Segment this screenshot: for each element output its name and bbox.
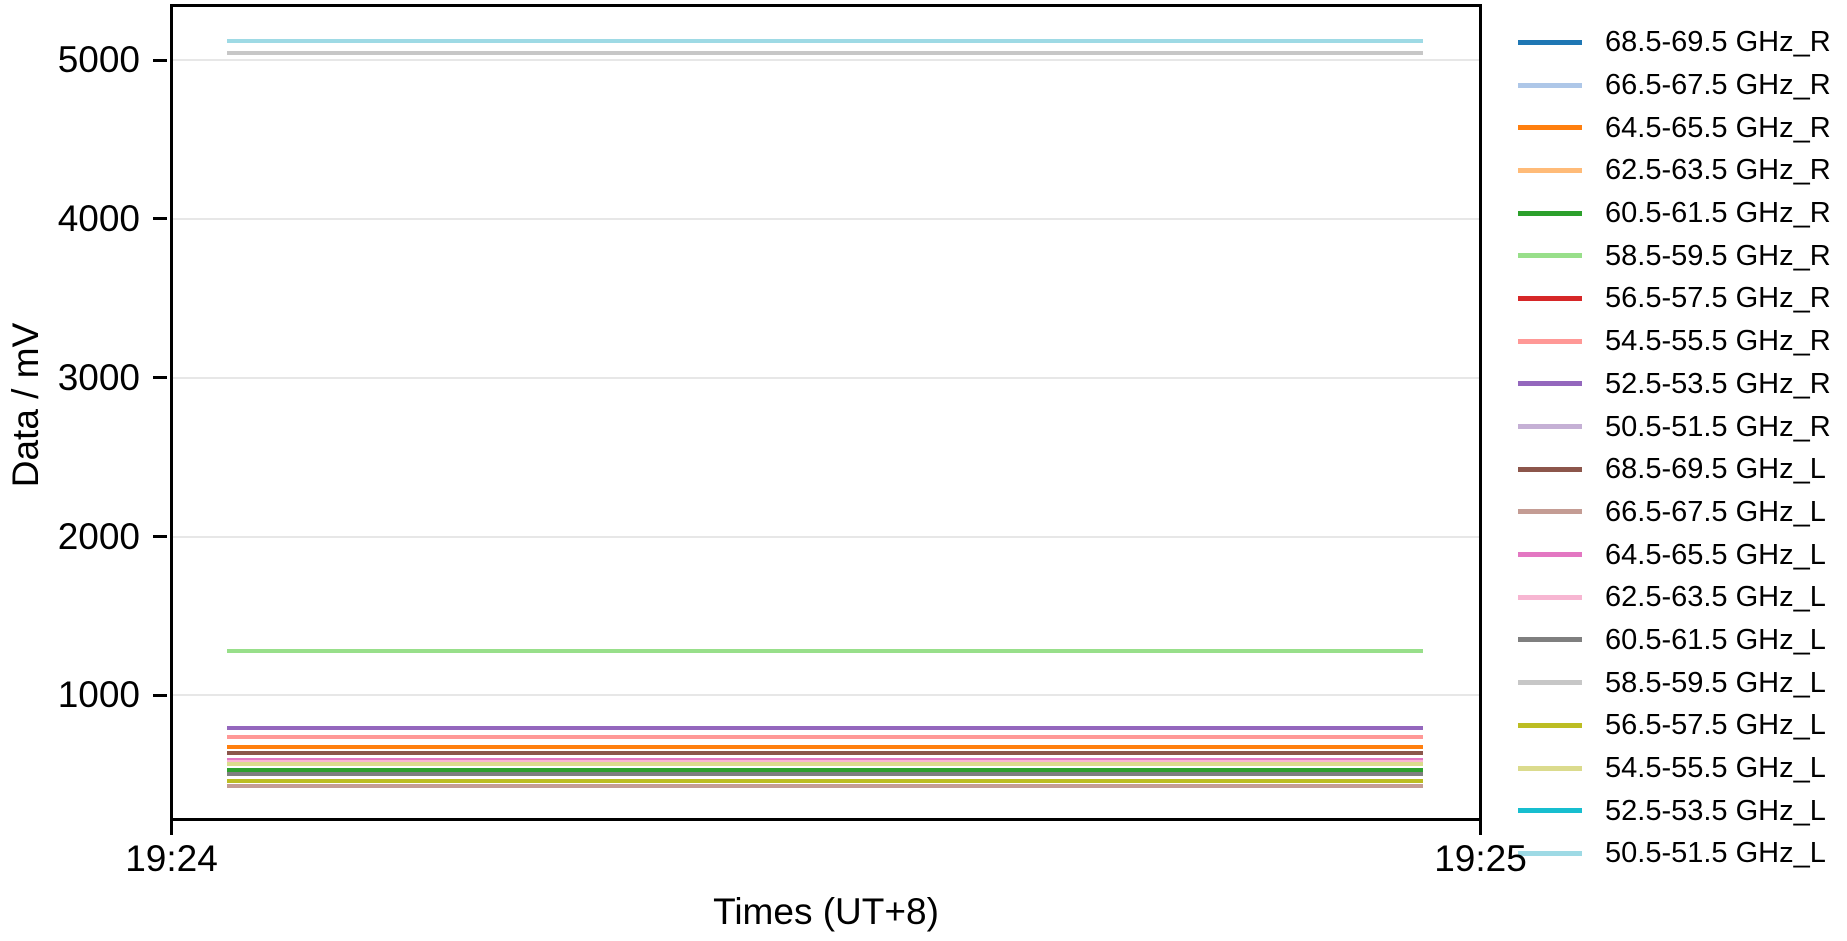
legend-swatch <box>1518 295 1582 301</box>
series-line <box>227 760 1423 765</box>
legend-item: 60.5-61.5 GHz_R <box>1518 192 1831 235</box>
legend-swatch <box>1518 552 1582 558</box>
legend-swatch <box>1518 765 1582 771</box>
legend-swatch <box>1518 381 1582 387</box>
y-tick-mark <box>153 217 167 221</box>
legend-item: 52.5-53.5 GHz_R <box>1518 363 1831 406</box>
legend-item-label: 62.5-63.5 GHz_L <box>1605 581 1826 614</box>
legend-swatch <box>1518 466 1582 472</box>
legend-item: 58.5-59.5 GHz_R <box>1518 234 1831 277</box>
x-tick-label: 19:25 <box>1434 838 1527 879</box>
legend-item-label: 50.5-51.5 GHz_L <box>1605 837 1826 870</box>
legend-item-label: 58.5-59.5 GHz_L <box>1605 666 1826 699</box>
legend-swatch <box>1518 722 1582 728</box>
legend-item-label: 54.5-55.5 GHz_R <box>1605 325 1831 358</box>
legend-item: 56.5-57.5 GHz_R <box>1518 277 1831 320</box>
series-line <box>227 757 1423 762</box>
legend-swatch <box>1518 125 1582 131</box>
legend-item: 62.5-63.5 GHz_R <box>1518 149 1831 192</box>
legend-swatch <box>1518 509 1582 515</box>
legend-item-label: 68.5-69.5 GHz_L <box>1605 453 1826 486</box>
legend-item: 68.5-69.5 GHz_L <box>1518 448 1831 491</box>
legend-swatch <box>1518 808 1582 814</box>
y-gridline <box>173 376 1479 379</box>
legend-item-label: 52.5-53.5 GHz_R <box>1605 367 1831 400</box>
legend-item: 50.5-51.5 GHz_R <box>1518 405 1831 448</box>
y-tick-mark <box>153 693 167 697</box>
legend-item-label: 50.5-51.5 GHz_R <box>1605 410 1831 443</box>
legend-item-label: 60.5-61.5 GHz_L <box>1605 623 1826 656</box>
series-line <box>227 39 1423 44</box>
legend-item: 68.5-69.5 GHz_R <box>1518 21 1831 64</box>
legend-item-label: 68.5-69.5 GHz_R <box>1605 26 1831 59</box>
legend-item: 58.5-59.5 GHz_L <box>1518 661 1831 704</box>
legend-item-label: 58.5-59.5 GHz_R <box>1605 239 1831 272</box>
legend-item-label: 66.5-67.5 GHz_L <box>1605 495 1826 528</box>
legend-swatch <box>1518 39 1582 45</box>
y-tick-label: 3000 <box>57 356 140 398</box>
legend: 68.5-69.5 GHz_R 66.5-67.5 GHz_R 64.5-65.5 … <box>1518 21 1831 875</box>
series-line <box>227 772 1423 777</box>
series-line <box>227 750 1423 755</box>
legend-swatch <box>1518 338 1582 344</box>
x-tick-mark <box>1479 821 1482 835</box>
legend-item-label: 56.5-57.5 GHz_R <box>1605 282 1831 315</box>
legend-swatch <box>1518 210 1582 216</box>
series-line <box>227 762 1423 767</box>
legend-swatch <box>1518 424 1582 430</box>
legend-item: 62.5-63.5 GHz_L <box>1518 576 1831 619</box>
y-tick-label: 5000 <box>57 39 140 81</box>
legend-item-label: 52.5-53.5 GHz_L <box>1605 794 1826 827</box>
y-tick-mark <box>153 376 167 380</box>
legend-item: 50.5-51.5 GHz_L <box>1518 832 1831 875</box>
legend-item-label: 60.5-61.5 GHz_R <box>1605 197 1831 230</box>
x-tick-mark <box>170 821 173 835</box>
legend-item: 64.5-65.5 GHz_R <box>1518 106 1831 149</box>
legend-swatch <box>1518 680 1582 686</box>
legend-item: 54.5-55.5 GHz_L <box>1518 747 1831 790</box>
series-line <box>227 648 1423 653</box>
legend-swatch <box>1518 82 1582 88</box>
legend-item: 64.5-65.5 GHz_L <box>1518 533 1831 576</box>
y-tick-label: 4000 <box>57 197 140 239</box>
legend-item: 52.5-53.5 GHz_L <box>1518 789 1831 832</box>
series-line <box>227 745 1423 749</box>
y-axis-label: Data / mV <box>5 322 46 488</box>
legend-item: 66.5-67.5 GHz_R <box>1518 64 1831 107</box>
series-line <box>227 783 1423 788</box>
legend-swatch <box>1518 594 1582 600</box>
series-line <box>227 767 1423 772</box>
y-tick-label: 2000 <box>57 515 140 557</box>
legend-item-label: 62.5-63.5 GHz_R <box>1605 154 1831 187</box>
y-gridline <box>173 59 1479 62</box>
series-line <box>227 725 1423 730</box>
x-tick-label: 19:24 <box>125 838 218 879</box>
legend-item-label: 64.5-65.5 GHz_L <box>1605 538 1826 571</box>
y-gridline <box>173 535 1479 538</box>
y-tick-mark <box>153 58 167 62</box>
legend-swatch <box>1518 850 1582 856</box>
legend-item-label: 54.5-55.5 GHz_L <box>1605 752 1826 785</box>
series-line <box>227 50 1423 55</box>
legend-swatch <box>1518 637 1582 643</box>
x-axis-label: Times (UT+8) <box>713 891 939 932</box>
legend-item: 60.5-61.5 GHz_L <box>1518 619 1831 662</box>
legend-item-label: 56.5-57.5 GHz_L <box>1605 709 1826 742</box>
series-line <box>227 735 1423 740</box>
series-line <box>227 779 1423 784</box>
legend-item: 66.5-67.5 GHz_L <box>1518 491 1831 534</box>
y-tick-label: 1000 <box>57 674 140 716</box>
plot-area <box>170 4 1482 821</box>
legend-swatch <box>1518 253 1582 259</box>
legend-swatch <box>1518 167 1582 173</box>
legend-item-label: 66.5-67.5 GHz_R <box>1605 69 1831 102</box>
y-tick-mark <box>153 535 167 539</box>
y-gridline <box>173 217 1479 220</box>
legend-item: 54.5-55.5 GHz_R <box>1518 320 1831 363</box>
legend-item-label: 64.5-65.5 GHz_R <box>1605 111 1831 144</box>
y-gridline <box>173 694 1479 697</box>
legend-item: 56.5-57.5 GHz_L <box>1518 704 1831 747</box>
